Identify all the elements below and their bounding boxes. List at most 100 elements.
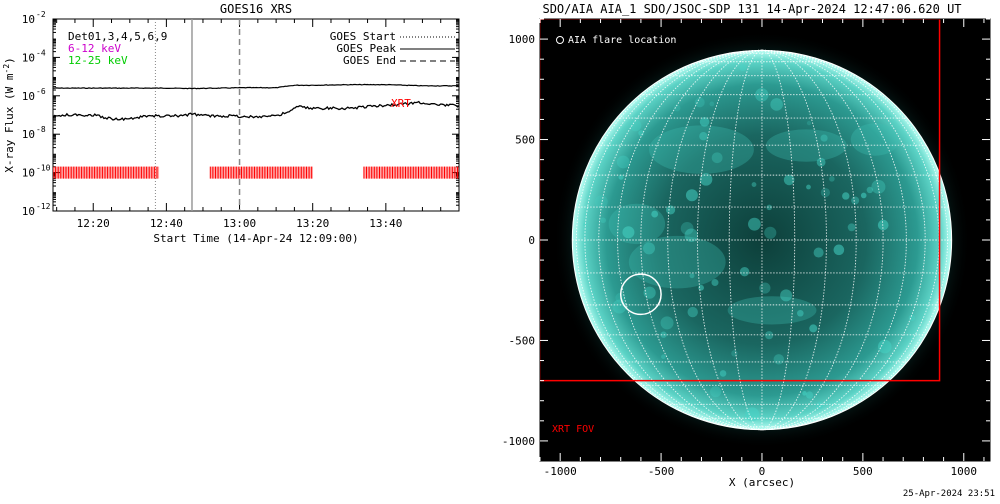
xrs-y-tick-base: 10: [22, 167, 35, 180]
bright-region: [727, 296, 817, 325]
bright-loop: [711, 152, 723, 164]
bright-loop: [829, 176, 835, 182]
aia-y-tick-label: -500: [509, 334, 536, 347]
bright-loop: [629, 119, 642, 132]
xrs-x-tick-label: 13:20: [296, 217, 329, 230]
bright-loop: [806, 121, 812, 126]
bright-loop: [699, 117, 710, 127]
xrs-y-tick-exponent: -10: [36, 164, 51, 173]
detector-label: Det01,3,4,5,6,9: [68, 30, 167, 43]
bright-loop: [877, 219, 889, 231]
longitude-line: [728, 49, 762, 431]
bright-loop: [622, 226, 635, 239]
heliographic-grid: [572, 49, 952, 431]
bright-loop: [813, 247, 824, 258]
bright-loop: [877, 339, 892, 354]
xrs-series-group: [53, 83, 459, 122]
bright-region: [608, 203, 666, 245]
bright-loop: [842, 192, 850, 200]
xrs-y-tick-exponent: -4: [36, 48, 46, 57]
xrs-y-tick-exponent: -8: [36, 125, 46, 134]
longitude-line: [761, 49, 827, 431]
bright-loop: [805, 391, 814, 399]
xrt-coverage-band: [53, 166, 160, 179]
aia-image: [540, 19, 971, 449]
active-regions: [582, 64, 916, 422]
aia-y-tick-label: 1000: [509, 33, 536, 46]
aia-y-tick-label: 500: [515, 134, 535, 147]
longitude-line: [761, 49, 884, 431]
bright-loop: [833, 244, 845, 256]
xrs-x-tick-label: 12:20: [77, 217, 110, 230]
bright-loop: [687, 306, 698, 318]
bright-loop: [711, 279, 719, 287]
aia-y-tick-label: -1000: [502, 435, 535, 448]
flare-legend-label: AIA flare location: [568, 35, 676, 46]
xrs-series-line-long: [53, 83, 459, 90]
xrs-xlabel: Start Time (14-Apr-24 12:09:00): [153, 232, 358, 245]
bright-region: [648, 125, 754, 174]
bright-loop: [600, 217, 606, 224]
legend-goes-end-label: GOES End: [343, 54, 396, 67]
bright-loop: [651, 210, 659, 218]
solar-limb: [571, 49, 953, 431]
xrs-y-tick-base: 10: [22, 13, 35, 26]
bright-loop: [797, 309, 804, 317]
bright-loop: [618, 174, 624, 180]
longitude-line: [761, 49, 857, 431]
xrs-y-tick-base: 10: [22, 90, 35, 103]
bright-loop: [673, 104, 681, 112]
longitude-line: [761, 49, 949, 431]
bright-loop: [759, 282, 771, 294]
bright-region: [628, 235, 726, 289]
bright-loop: [766, 204, 773, 211]
aia-panel: SDO/AIA AIA_1 SDO/JSOC-SDP 131 14-Apr-20…: [502, 2, 991, 489]
bright-loop: [709, 101, 715, 107]
longitude-line: [598, 49, 762, 431]
xrt-fov-label: XRT FOV: [552, 424, 594, 435]
legend-goes-start-label: GOES Start: [330, 30, 396, 43]
xrs-series-line-short: [53, 100, 459, 122]
xrs-x-tick-label: 13:00: [223, 217, 256, 230]
bright-loop: [685, 189, 698, 202]
bright-loop: [699, 173, 713, 186]
longitude-line: [575, 49, 762, 431]
footer-timestamp: 25-Apr-2024 23:51: [903, 489, 995, 499]
bright-loop: [860, 192, 867, 199]
bright-loop: [684, 228, 698, 242]
xrs-ylabel-close: ): [3, 57, 16, 64]
xrs-x-axis: 12:20 12:40 13:00 13:20 13:40: [56, 19, 442, 230]
xrs-title: GOES16 XRS: [220, 2, 292, 16]
bright-loop: [739, 267, 750, 277]
band-label-12-25: 12-25 keV: [68, 54, 128, 67]
bright-loop: [594, 195, 608, 209]
xrt-fov-box: [540, 19, 941, 382]
xrt-label: XRT: [391, 97, 411, 110]
bright-loop: [582, 222, 588, 227]
bright-loop: [689, 273, 695, 279]
xrs-x-tick-label: 13:40: [369, 217, 402, 230]
bright-loop: [643, 286, 656, 299]
xrs-y-tick-base: 10: [22, 205, 35, 218]
longitude-line: [697, 49, 762, 431]
bright-loop: [643, 242, 656, 255]
bright-loop: [820, 187, 830, 198]
aia-x-tick-label: 0: [759, 465, 766, 478]
bright-loop: [719, 370, 727, 377]
xrs-y-tick-base: 10: [22, 51, 35, 64]
bright-region: [850, 123, 900, 156]
xrs-ylabel-sup: -2: [2, 64, 11, 74]
bright-loop: [660, 316, 674, 330]
bright-loop: [816, 157, 826, 167]
bright-loop: [773, 354, 784, 365]
longitude-line: [761, 49, 940, 431]
xrs-y-tick-exponent: -12: [36, 202, 51, 211]
xrs-y-tick-base: 10: [22, 128, 35, 141]
bright-loop: [616, 155, 630, 169]
longitude-line: [640, 49, 762, 431]
bright-loop: [710, 386, 722, 398]
bright-loop: [694, 97, 705, 108]
bright-loop: [680, 221, 694, 235]
